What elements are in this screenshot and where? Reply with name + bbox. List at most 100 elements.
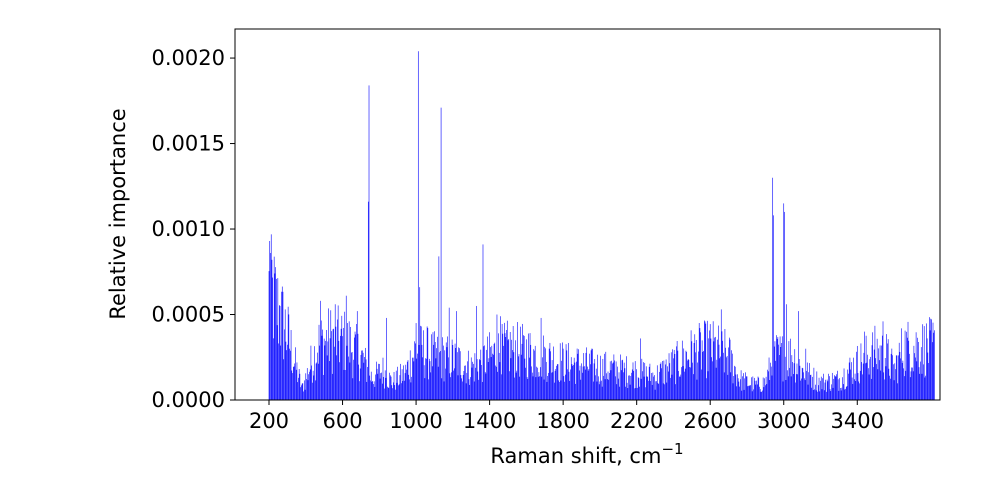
bar xyxy=(394,385,396,400)
bar xyxy=(729,337,730,400)
bar xyxy=(642,371,643,400)
x-tick-label: 1800 xyxy=(536,409,589,433)
bar xyxy=(543,379,545,400)
bar xyxy=(631,369,633,400)
bar xyxy=(692,362,693,400)
bar xyxy=(487,336,488,400)
bar xyxy=(400,363,401,400)
bar xyxy=(837,370,838,400)
bar xyxy=(667,366,668,400)
bar xyxy=(521,343,523,400)
bar xyxy=(740,379,741,400)
bar xyxy=(695,340,697,400)
bar xyxy=(656,365,658,400)
bar xyxy=(737,374,738,400)
bar xyxy=(675,384,676,400)
bar xyxy=(472,361,473,400)
bar xyxy=(297,382,298,400)
bar xyxy=(549,342,551,400)
plot-frame xyxy=(234,28,941,401)
bar xyxy=(854,379,855,400)
bar xyxy=(515,372,517,400)
bar xyxy=(625,386,626,400)
bar xyxy=(794,349,796,400)
bar xyxy=(470,357,472,400)
bar xyxy=(881,335,883,400)
bar xyxy=(328,308,329,400)
bar xyxy=(800,380,801,400)
bar xyxy=(431,334,432,400)
bar xyxy=(687,360,688,400)
bar xyxy=(672,349,674,400)
bar xyxy=(531,366,532,400)
bar xyxy=(869,359,871,400)
bar xyxy=(645,366,647,400)
bar xyxy=(473,381,475,400)
bar xyxy=(807,384,809,400)
bar xyxy=(767,369,768,400)
bar xyxy=(850,369,851,400)
bar xyxy=(756,380,757,400)
bar xyxy=(802,368,804,400)
bar xyxy=(381,372,382,400)
bar xyxy=(457,375,459,400)
bar xyxy=(312,382,313,400)
bar xyxy=(896,355,898,400)
bar xyxy=(383,377,385,400)
bar xyxy=(301,383,303,400)
bar xyxy=(415,343,416,400)
bar xyxy=(317,352,318,400)
bar xyxy=(551,372,552,400)
bar xyxy=(729,339,731,400)
bar xyxy=(816,371,818,400)
bar xyxy=(868,374,870,400)
bar xyxy=(661,368,662,400)
bar xyxy=(880,370,882,400)
bar xyxy=(391,385,393,400)
bar xyxy=(274,273,276,400)
bar xyxy=(453,370,454,400)
bar xyxy=(532,376,534,400)
bar xyxy=(309,371,310,400)
bar xyxy=(612,363,613,400)
bar xyxy=(572,365,573,400)
bar xyxy=(793,374,794,400)
bar xyxy=(493,343,495,400)
bar xyxy=(331,331,332,400)
bar xyxy=(624,368,626,400)
bar xyxy=(930,318,932,400)
bar xyxy=(887,339,889,400)
bar xyxy=(372,380,373,400)
bar xyxy=(567,369,568,400)
bar xyxy=(600,355,601,400)
bar xyxy=(548,372,549,400)
bar xyxy=(884,358,886,400)
bar xyxy=(920,361,921,400)
bar xyxy=(321,335,323,400)
bar xyxy=(768,357,770,400)
bar xyxy=(413,361,415,400)
bar xyxy=(305,373,307,400)
bar xyxy=(685,350,687,400)
bar xyxy=(308,374,310,400)
bar xyxy=(475,367,476,400)
bar xyxy=(597,354,598,400)
y-axis-ticks: 0.0000 0.0005 0.0010 0.0015 0.0020 xyxy=(152,46,235,412)
bar xyxy=(856,351,857,400)
bar xyxy=(690,330,692,400)
bar xyxy=(723,372,725,400)
bar xyxy=(882,321,884,400)
bar xyxy=(540,367,541,400)
bar xyxy=(795,374,797,400)
bar xyxy=(530,344,532,400)
bar xyxy=(340,328,342,400)
bar xyxy=(669,363,671,400)
bar xyxy=(379,378,381,400)
bar xyxy=(304,380,305,400)
bar xyxy=(856,345,858,400)
bar xyxy=(623,362,625,400)
bar xyxy=(315,363,317,400)
bar xyxy=(483,346,485,400)
bar xyxy=(681,367,682,400)
bar xyxy=(925,375,926,400)
